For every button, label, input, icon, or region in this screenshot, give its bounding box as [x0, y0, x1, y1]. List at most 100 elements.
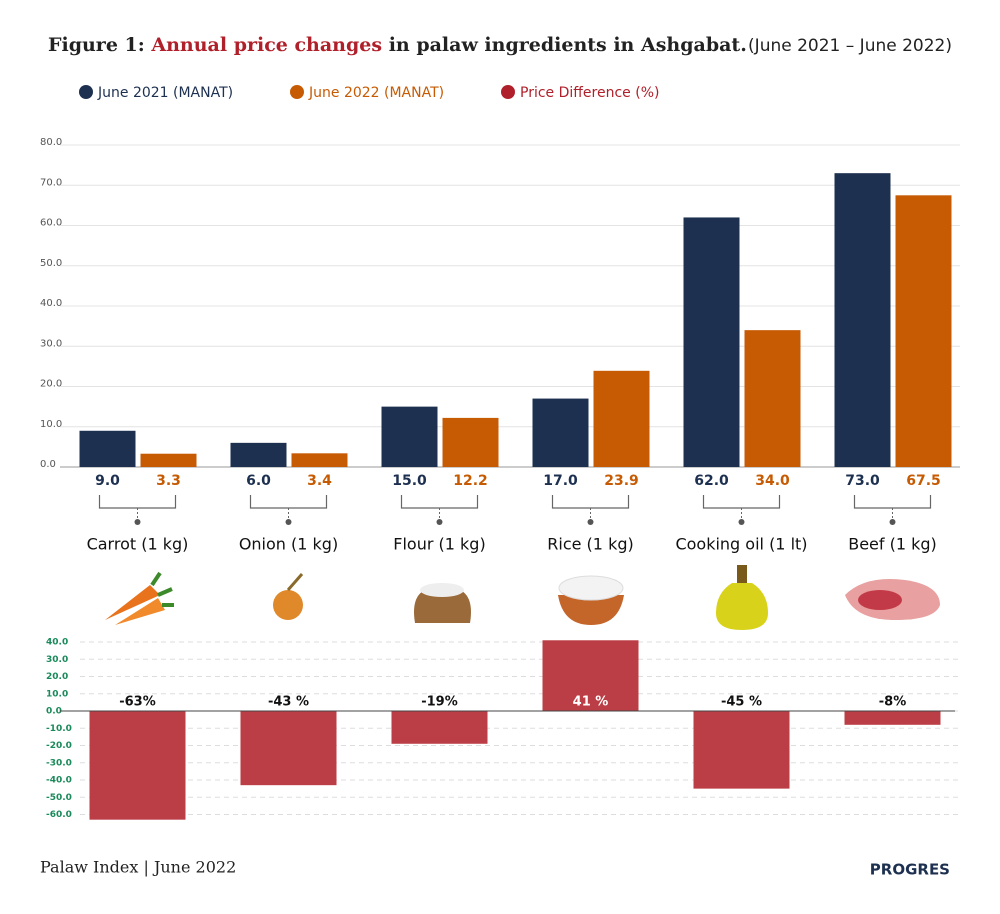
bracket [853, 495, 932, 509]
bar [542, 640, 639, 711]
value-label: 9.0 [95, 473, 120, 489]
bracket [400, 495, 479, 509]
y-tick-label: -10.0 [46, 724, 72, 734]
y-tick-label: 0.0 [46, 707, 62, 717]
x-tick-label: Cooking oil (1 lt) [675, 535, 807, 554]
oil-icon [716, 583, 768, 630]
x-tick-label: Flour (1 kg) [393, 535, 485, 554]
legend-marker [501, 85, 515, 99]
bar [381, 406, 438, 467]
bracket-dot [889, 519, 896, 525]
bracket-dot [134, 519, 141, 525]
bar [240, 711, 337, 786]
flour-icon [414, 588, 471, 623]
y-tick-label: -50.0 [46, 793, 72, 803]
y-tick-label: 40.0 [40, 298, 62, 309]
value-label: 73.0 [845, 473, 880, 489]
y-tick-label: 40.0 [46, 638, 68, 648]
bar [89, 711, 186, 820]
y-tick-label: -30.0 [46, 758, 72, 768]
value-label: 15.0 [392, 473, 427, 489]
rice-icon [558, 575, 624, 601]
title-highlight: Annual price changes [150, 34, 382, 56]
bar [442, 417, 499, 467]
chart-title: Figure 1: Annual price changes in palaw … [48, 34, 747, 56]
value-label: 17.0 [543, 473, 578, 489]
bar [291, 453, 348, 467]
beef-meat [858, 590, 902, 610]
bracket [98, 495, 177, 509]
y-tick-label: 70.0 [40, 177, 62, 188]
y-tick-label: 80.0 [40, 137, 62, 148]
bar [844, 711, 941, 725]
value-label: 6.0 [246, 473, 271, 489]
x-tick-label: Carrot (1 kg) [87, 535, 189, 554]
bar [140, 453, 197, 467]
value-label: -45 % [721, 695, 762, 710]
onion-stem [286, 573, 304, 591]
value-label: -43 % [268, 695, 309, 710]
value-label: -19% [421, 695, 458, 710]
y-tick-label: 50.0 [40, 258, 62, 269]
value-label: 62.0 [694, 473, 729, 489]
legend-label: June 2021 (MANAT) [97, 85, 233, 101]
carrot-icon [115, 598, 165, 625]
value-label: 23.9 [604, 473, 639, 489]
y-tick-label: 10.0 [46, 689, 68, 699]
value-label: 41 % [573, 695, 609, 710]
y-tick-label: 30.0 [40, 338, 62, 349]
bar [693, 711, 790, 789]
value-label: -63% [119, 695, 156, 710]
y-tick-label: 0.0 [40, 459, 56, 470]
oil-cap [737, 565, 747, 583]
carrot-leaves [150, 571, 174, 607]
value-label: 12.2 [453, 473, 488, 489]
bracket-dot [587, 519, 594, 525]
y-tick-label: 20.0 [46, 672, 68, 682]
value-label: 3.4 [307, 473, 332, 489]
y-tick-label: 10.0 [40, 419, 62, 430]
title-part: in palaw ingredients in Ashgabat. [382, 34, 747, 56]
bracket-dot [285, 519, 292, 525]
bar [532, 398, 589, 467]
bar [834, 173, 891, 468]
bar [593, 370, 650, 467]
y-tick-label: 30.0 [46, 655, 68, 665]
legend-label: June 2022 (MANAT) [308, 85, 444, 101]
footer: Palaw Index | June 2022 [40, 858, 236, 877]
y-tick-label: 20.0 [40, 379, 62, 390]
icons [105, 565, 940, 630]
bracket [551, 495, 630, 509]
brand: PROGRES [870, 861, 950, 879]
legend-marker [79, 85, 93, 99]
y-tick-label: -40.0 [46, 776, 72, 786]
y-tick-label: -60.0 [46, 810, 72, 820]
y-tick-label: -20.0 [46, 741, 72, 751]
x-tick-label: Rice (1 kg) [547, 535, 633, 554]
bracket [702, 495, 781, 509]
legend-label: Price Difference (%) [520, 85, 659, 101]
value-label: 34.0 [755, 473, 790, 489]
flour-top [420, 583, 464, 597]
value-label: -8% [879, 695, 906, 710]
carrot-icon [105, 585, 160, 620]
bar [683, 217, 740, 467]
bar [895, 195, 952, 467]
bracket [249, 495, 328, 509]
bar [230, 442, 287, 467]
value-label: 3.3 [156, 473, 181, 489]
title-part: Figure 1: [48, 34, 151, 56]
x-tick-label: Onion (1 kg) [239, 535, 338, 554]
rice-bowl [558, 595, 624, 625]
bracket-dot [738, 519, 745, 525]
y-tick-label: 60.0 [40, 218, 62, 229]
x-tick-label: Beef (1 kg) [848, 535, 937, 554]
legend-marker [290, 85, 304, 99]
bracket-dot [436, 519, 443, 525]
bar [391, 711, 488, 744]
value-label: 67.5 [906, 473, 941, 489]
subtitle: (June 2021 – June 2022) [748, 36, 952, 56]
onion-icon [273, 590, 303, 620]
bar [744, 330, 801, 467]
